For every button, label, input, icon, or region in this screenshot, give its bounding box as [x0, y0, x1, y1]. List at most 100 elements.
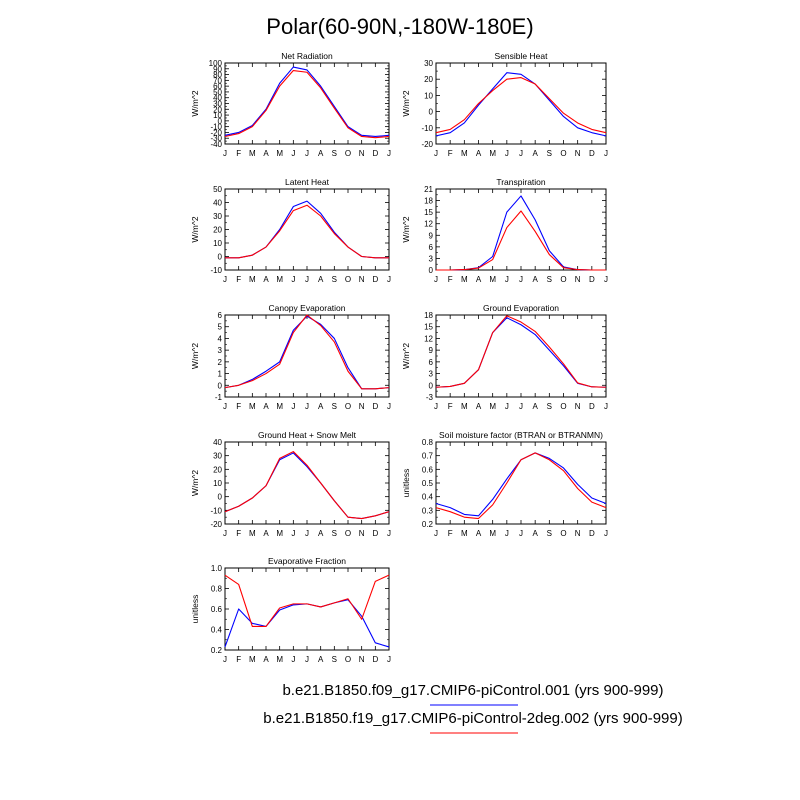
x-tick-label: A: [476, 275, 482, 284]
y-tick-label: 3: [218, 346, 223, 355]
y-axis-label: W/m^2: [190, 90, 200, 116]
x-tick-label: F: [448, 149, 453, 158]
y-tick-label: 0: [218, 253, 223, 262]
y-tick-label: 0.8: [422, 438, 434, 447]
y-tick-label: 1: [218, 370, 223, 379]
series-line-f19: [224, 314, 390, 390]
chart-panel-7: Ground Heat + Snow Melt W/m^2 -20 -10 0 10 20 3…: [190, 430, 391, 538]
x-tick-label: J: [604, 529, 608, 538]
x-tick-label: F: [448, 275, 453, 284]
x-tick-label: J: [604, 149, 608, 158]
series-line-f19: [225, 204, 389, 259]
x-tick-label: J: [387, 529, 391, 538]
y-tick-label: 0.2: [422, 520, 434, 529]
y-tick-label: -3: [426, 393, 434, 402]
x-tick-label: J: [434, 402, 438, 411]
x-tick-label: O: [560, 402, 566, 411]
x-tick-label: M: [249, 529, 256, 538]
x-tick-label: O: [560, 275, 566, 284]
y-tick-label: 0: [218, 493, 223, 502]
x-tick-label: J: [387, 149, 391, 158]
y-tick-label: 30: [213, 452, 222, 461]
x-tick-label: J: [223, 529, 227, 538]
y-tick-label: 2: [218, 358, 223, 367]
plot-frame: [435, 188, 607, 271]
y-tick-label: 20: [213, 105, 222, 114]
x-tick-label: J: [305, 149, 309, 158]
y-tick-label: 3: [429, 254, 434, 263]
x-tick-label: M: [276, 655, 283, 664]
chart-title: Transpiration: [496, 177, 546, 187]
x-tick-label: F: [236, 529, 241, 538]
x-tick-label: M: [276, 275, 283, 284]
x-tick-label: J: [387, 655, 391, 664]
x-tick-label: A: [476, 529, 482, 538]
x-tick-label: J: [305, 529, 309, 538]
x-tick-label: M: [461, 149, 468, 158]
y-tick-label: -20: [421, 140, 433, 149]
y-axis-label: W/m^2: [401, 216, 411, 242]
legend-label-1: b.e21.B1850.f09_g17.CMIP6-piControl.001 …: [282, 682, 663, 699]
x-tick-label: M: [461, 529, 468, 538]
x-tick-label: A: [532, 275, 538, 284]
x-tick-label: O: [345, 655, 351, 664]
y-tick-label: 0: [429, 108, 434, 117]
x-tick-label: M: [461, 275, 468, 284]
y-tick-label: 30: [213, 100, 222, 109]
series-line-f09: [435, 452, 607, 517]
series-line-f19: [224, 451, 390, 520]
y-tick-label: 5: [218, 323, 223, 332]
x-tick-label: M: [489, 149, 496, 158]
y-tick-label: 6: [429, 243, 434, 252]
y-tick-label: 50: [213, 185, 222, 194]
x-tick-label: A: [318, 655, 324, 664]
x-tick-label: M: [489, 275, 496, 284]
legend-label-2: b.e21.B1850.f19_g17.CMIP6-piControl-2deg…: [263, 710, 682, 727]
chart-title: Evaporative Fraction: [268, 556, 346, 566]
x-tick-label: J: [604, 402, 608, 411]
x-tick-label: M: [249, 149, 256, 158]
x-tick-label: J: [387, 275, 391, 284]
y-tick-label: 0.5: [422, 479, 434, 488]
x-tick-label: A: [263, 655, 269, 664]
x-tick-label: D: [372, 149, 378, 158]
y-tick-label: -10: [210, 123, 222, 132]
x-tick-label: A: [532, 402, 538, 411]
y-tick-label: 9: [429, 346, 434, 355]
y-tick-label: 10: [213, 239, 222, 248]
y-tick-label: 0: [218, 117, 223, 126]
x-tick-label: S: [332, 655, 337, 664]
chart-title: Soil moisture factor (BTRAN or BTRANMN): [439, 430, 603, 440]
x-tick-label: J: [505, 529, 509, 538]
y-tick-label: 90: [213, 65, 222, 74]
x-tick-label: M: [461, 402, 468, 411]
x-tick-label: A: [532, 149, 538, 158]
y-tick-label: 30: [213, 212, 222, 221]
x-tick-label: J: [223, 275, 227, 284]
y-axis-label: W/m^2: [190, 216, 200, 242]
x-tick-label: F: [236, 149, 241, 158]
plot-frame: [435, 62, 607, 145]
y-tick-label: 20: [213, 465, 222, 474]
y-tick-label: 10: [213, 479, 222, 488]
x-tick-label: M: [276, 529, 283, 538]
x-tick-label: D: [589, 149, 595, 158]
y-tick-label: 15: [424, 323, 433, 332]
x-tick-label: D: [372, 275, 378, 284]
chart-panel-9: Evaporative Fraction unitless 0.2 0.4 0.6 0.8…: [190, 556, 391, 664]
x-tick-label: J: [291, 402, 295, 411]
y-tick-label: 50: [213, 88, 222, 97]
x-tick-label: O: [345, 149, 351, 158]
chart-title: Net Radiation: [281, 51, 333, 61]
x-tick-label: N: [359, 655, 365, 664]
y-tick-label: -1: [215, 393, 223, 402]
x-tick-label: A: [263, 402, 269, 411]
x-tick-label: N: [575, 275, 581, 284]
x-tick-label: S: [332, 149, 337, 158]
x-tick-label: N: [359, 402, 365, 411]
x-tick-label: N: [575, 149, 581, 158]
y-tick-label: 1.0: [211, 564, 223, 573]
y-tick-label: -10: [210, 506, 222, 515]
x-tick-label: O: [345, 402, 351, 411]
